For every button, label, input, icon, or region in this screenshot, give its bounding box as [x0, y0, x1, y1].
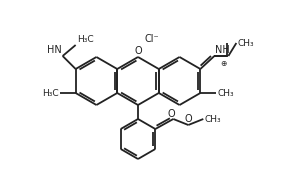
Text: Cl⁻: Cl⁻: [145, 34, 159, 44]
Text: CH₃: CH₃: [237, 39, 254, 47]
Text: CH₃: CH₃: [217, 89, 234, 98]
Text: HN: HN: [47, 45, 62, 55]
Text: H₃C: H₃C: [77, 35, 93, 44]
Text: O: O: [134, 45, 142, 56]
Text: O: O: [167, 109, 175, 119]
Text: H₃C: H₃C: [42, 89, 59, 98]
Text: CH₃: CH₃: [204, 115, 221, 123]
Text: O: O: [185, 114, 192, 124]
Text: ⊕: ⊕: [220, 59, 227, 68]
Text: NH: NH: [215, 45, 230, 55]
